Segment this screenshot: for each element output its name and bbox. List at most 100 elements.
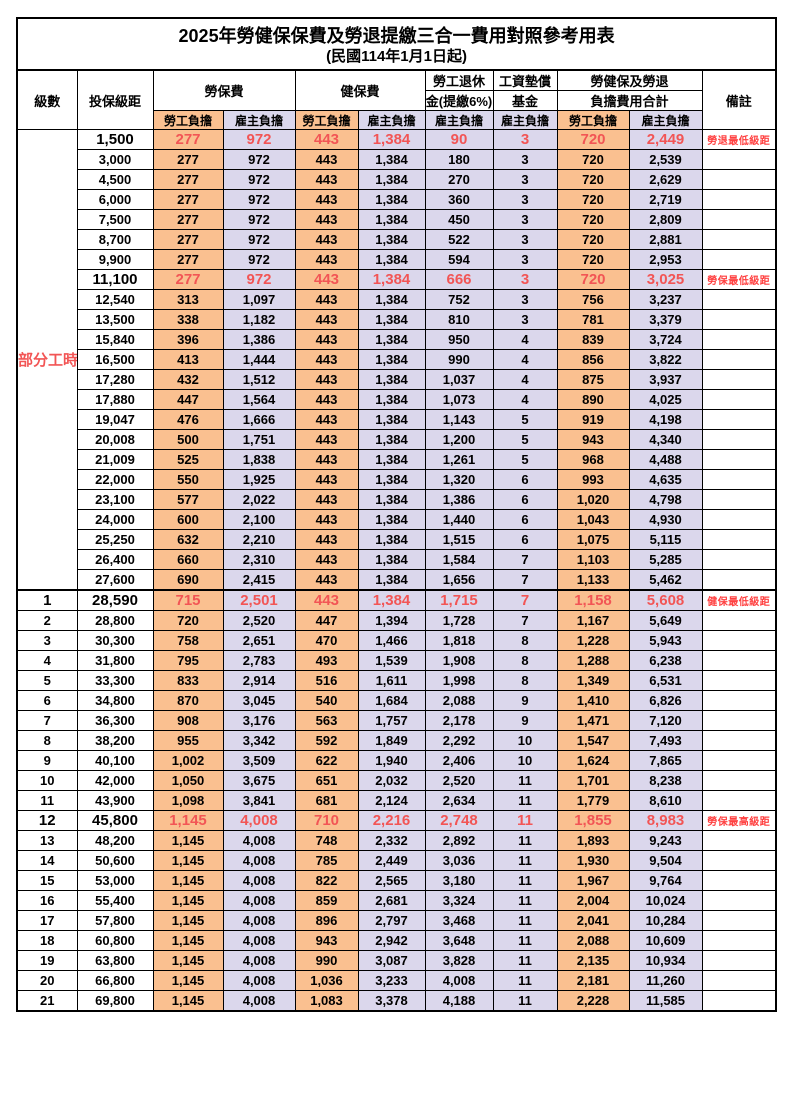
fund-employer-cell: 3 bbox=[492, 209, 558, 230]
labor-employee-cell: 600 bbox=[152, 509, 224, 530]
labor-employee-cell: 277 bbox=[152, 269, 224, 290]
fund-employer-cell: 7 bbox=[492, 610, 558, 631]
level-cell: 4 bbox=[16, 650, 78, 671]
labor-employer-cell: 3,045 bbox=[222, 690, 296, 711]
health-employer-cell: 1,539 bbox=[357, 650, 426, 671]
health-employer-cell: 1,384 bbox=[357, 469, 426, 490]
table-row: 3,000 277 972 443 1,384 180 3 720 2,539 bbox=[17, 149, 777, 170]
fund-employer-cell: 4 bbox=[492, 369, 558, 390]
table-row: 14 50,600 1,145 4,008 785 2,449 3,036 11 1,930 9,… bbox=[16, 850, 777, 871]
health-employee-cell: 443 bbox=[294, 309, 359, 330]
total-employee-cell: 2,004 bbox=[556, 890, 630, 911]
pension-employer-cell: 522 bbox=[424, 229, 494, 250]
health-employer-cell: 2,942 bbox=[357, 930, 426, 951]
total-employer-cell: 4,025 bbox=[628, 389, 703, 410]
total-employer-cell: 11,585 bbox=[628, 990, 703, 1012]
bracket-cell: 19,047 bbox=[76, 409, 154, 430]
labor-employer-cell: 972 bbox=[222, 249, 296, 270]
health-employer-cell: 2,565 bbox=[357, 870, 426, 891]
health-employer-cell: 1,384 bbox=[357, 569, 426, 591]
pension-employer-cell: 90 bbox=[424, 129, 494, 150]
health-employee-cell: 748 bbox=[294, 830, 359, 851]
health-employer-cell: 1,384 bbox=[357, 329, 426, 350]
health-employer-cell: 2,332 bbox=[357, 830, 426, 851]
table-row: 8,700 277 972 443 1,384 522 3 720 2,881 bbox=[17, 229, 777, 250]
health-employee-cell: 443 bbox=[294, 489, 359, 510]
table-row: 12,540 313 1,097 443 1,384 752 3 756 3,237 bbox=[17, 289, 777, 310]
pension-employer-cell: 3,828 bbox=[424, 950, 494, 971]
remark-cell bbox=[701, 169, 777, 190]
total-employee-cell: 720 bbox=[556, 169, 630, 190]
header-row-3: 勞工負擔 雇主負擔 勞工負擔 雇主負擔 雇主負擔 雇主負擔 勞工負擔 雇主負擔 bbox=[17, 110, 776, 130]
bracket-cell: 16,500 bbox=[76, 349, 154, 370]
pension-employer-cell: 2,892 bbox=[424, 830, 494, 851]
total-employee-cell: 720 bbox=[556, 269, 630, 290]
labor-employer-cell: 2,310 bbox=[222, 549, 296, 570]
fund-employer-cell: 6 bbox=[492, 469, 558, 490]
remark-cell bbox=[701, 690, 777, 711]
labor-employee-cell: 1,098 bbox=[152, 790, 224, 811]
level-cell: 7 bbox=[16, 710, 78, 731]
health-employer-cell: 1,384 bbox=[357, 509, 426, 530]
total-employer-cell: 7,493 bbox=[628, 730, 703, 751]
table-row: 19 63,800 1,145 4,008 990 3,087 3,828 11 2,135 10… bbox=[16, 950, 777, 971]
health-employer-cell: 1,384 bbox=[357, 189, 426, 210]
level-cell: 1 bbox=[16, 589, 78, 611]
header-labor-insurance: 勞保費 bbox=[152, 69, 296, 111]
remark-cell bbox=[701, 509, 777, 530]
fund-employer-cell: 3 bbox=[492, 189, 558, 210]
labor-employer-cell: 4,008 bbox=[222, 870, 296, 891]
labor-employer-cell: 972 bbox=[222, 209, 296, 230]
fund-employer-cell: 3 bbox=[492, 289, 558, 310]
remark-cell bbox=[701, 449, 777, 470]
bracket-cell: 30,300 bbox=[76, 630, 154, 651]
bracket-cell: 12,540 bbox=[76, 289, 154, 310]
fund-employer-cell: 11 bbox=[492, 890, 558, 911]
total-employer-cell: 7,120 bbox=[628, 710, 703, 731]
fund-employer-cell: 3 bbox=[492, 229, 558, 250]
pension-employer-cell: 594 bbox=[424, 249, 494, 270]
health-employer-cell: 2,681 bbox=[357, 890, 426, 911]
bracket-cell: 9,900 bbox=[76, 249, 154, 270]
table-row: 21 69,800 1,145 4,008 1,083 3,378 4,188 11 2,228… bbox=[16, 990, 777, 1012]
remark-cell bbox=[701, 329, 777, 350]
bracket-cell: 45,800 bbox=[76, 810, 154, 831]
health-employer-cell: 2,797 bbox=[357, 910, 426, 931]
bracket-cell: 13,500 bbox=[76, 309, 154, 330]
labor-employer-cell: 2,210 bbox=[222, 529, 296, 550]
pension-employer-cell: 1,073 bbox=[424, 389, 494, 410]
health-employer-cell: 3,087 bbox=[357, 950, 426, 971]
level-cell: 16 bbox=[16, 890, 78, 911]
health-employer-cell: 1,757 bbox=[357, 710, 426, 731]
level-cell: 18 bbox=[16, 930, 78, 951]
health-employer-cell: 1,466 bbox=[357, 630, 426, 651]
fund-employer-cell: 5 bbox=[492, 409, 558, 430]
labor-employee-cell: 277 bbox=[152, 169, 224, 190]
total-employer-cell: 6,826 bbox=[628, 690, 703, 711]
labor-employer-cell: 4,008 bbox=[222, 950, 296, 971]
bracket-cell: 25,250 bbox=[76, 529, 154, 550]
labor-employer-cell: 2,100 bbox=[222, 509, 296, 530]
health-employee-cell: 822 bbox=[294, 870, 359, 891]
labor-employee-cell: 277 bbox=[152, 189, 224, 210]
total-employer-cell: 9,504 bbox=[628, 850, 703, 871]
header-health-insurance: 健保費 bbox=[294, 69, 426, 111]
labor-employee-cell: 432 bbox=[152, 369, 224, 390]
header-wage-fund-line2: 基金 bbox=[492, 90, 558, 111]
total-employee-cell: 919 bbox=[556, 409, 630, 430]
labor-employee-cell: 413 bbox=[152, 349, 224, 370]
pension-employer-cell: 1,440 bbox=[424, 509, 494, 530]
labor-employee-cell: 277 bbox=[152, 229, 224, 250]
total-employer-cell: 2,953 bbox=[628, 249, 703, 270]
total-employer-cell: 5,943 bbox=[628, 630, 703, 651]
pension-employer-cell: 752 bbox=[424, 289, 494, 310]
remark-cell: 健保最低級距 bbox=[701, 589, 777, 611]
bracket-cell: 33,300 bbox=[76, 670, 154, 691]
table-row: 6 34,800 870 3,045 540 1,684 2,088 9 1,410 6,826 bbox=[16, 690, 777, 711]
remark-cell bbox=[701, 389, 777, 410]
total-employer-cell: 3,025 bbox=[628, 269, 703, 290]
table-row: 4,500 277 972 443 1,384 270 3 720 2,629 bbox=[17, 169, 777, 190]
level-cell: 12 bbox=[16, 810, 78, 831]
labor-employee-cell: 338 bbox=[152, 309, 224, 330]
header-pension-employer: 雇主負擔 bbox=[424, 110, 494, 130]
